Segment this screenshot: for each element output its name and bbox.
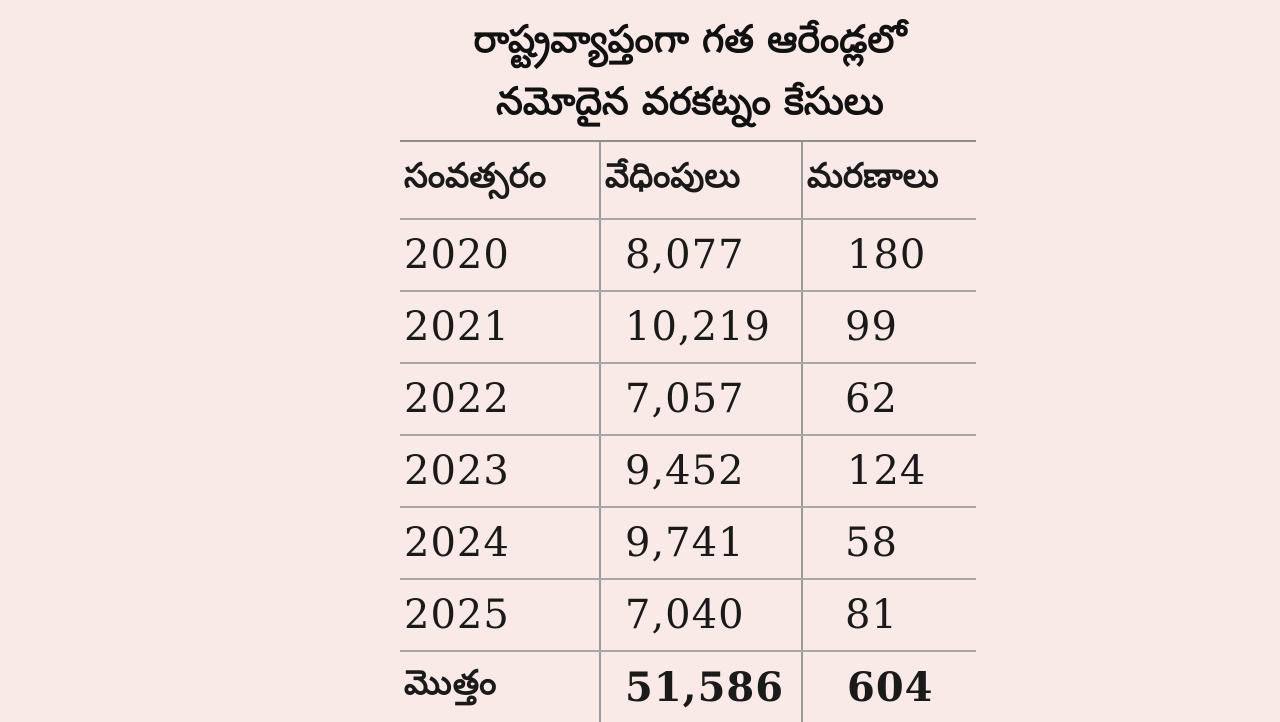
cell-deaths: 180 [801, 219, 976, 292]
table-header-row: సంవత్సరం వేధింపులు మరణాలు [400, 140, 976, 220]
table-row: 2020 8,077 180 [400, 219, 976, 292]
cell-harassment: 7,057 [599, 363, 802, 436]
cell-year: 2025 [400, 579, 600, 652]
cell-year: 2020 [400, 219, 600, 292]
table-row: 2025 7,040 81 [400, 579, 976, 652]
cell-deaths: 99 [801, 291, 976, 364]
cell-total-harassment: 51,586 [599, 651, 802, 722]
table-total-row: మొత్తం 51,586 604 [400, 651, 976, 722]
header-year: సంవత్సరం [400, 140, 600, 220]
cell-year: 2024 [400, 507, 600, 580]
cell-deaths: 124 [801, 435, 976, 508]
cell-deaths: 62 [801, 363, 976, 436]
header-harassment: వేధింపులు [599, 140, 802, 220]
table-title: రాష్ట్రవ్యాప్తంగా గత ఆరేండ్లలో నమోదైన వర… [400, 8, 980, 132]
table-row: 2021 10,219 99 [400, 291, 976, 364]
cell-year: 2021 [400, 291, 600, 364]
title-line-1: రాష్ట్రవ్యాప్తంగా గత ఆరేండ్లలో [473, 17, 907, 61]
cell-total-label: మొత్తం [404, 663, 498, 703]
table-row: 2022 7,057 62 [400, 363, 976, 436]
header-deaths: మరణాలు [801, 140, 976, 220]
title-line-2: నమోదైన వరకట్నం కేసులు [496, 79, 884, 123]
dowry-cases-table: సంవత్సరం వేధింపులు మరణాలు 2020 8,077 180… [400, 140, 976, 722]
table-row: 2023 9,452 124 [400, 435, 976, 508]
cell-harassment: 9,452 [599, 435, 802, 508]
cell-total-deaths: 604 [801, 651, 976, 722]
cell-harassment: 8,077 [599, 219, 802, 292]
cell-deaths: 81 [801, 579, 976, 652]
table-row: 2024 9,741 58 [400, 507, 976, 580]
cell-harassment: 10,219 [599, 291, 802, 364]
cell-harassment: 7,040 [599, 579, 802, 652]
cell-year: 2022 [400, 363, 600, 436]
cell-harassment: 9,741 [599, 507, 802, 580]
cell-deaths: 58 [801, 507, 976, 580]
cell-year: 2023 [400, 435, 600, 508]
